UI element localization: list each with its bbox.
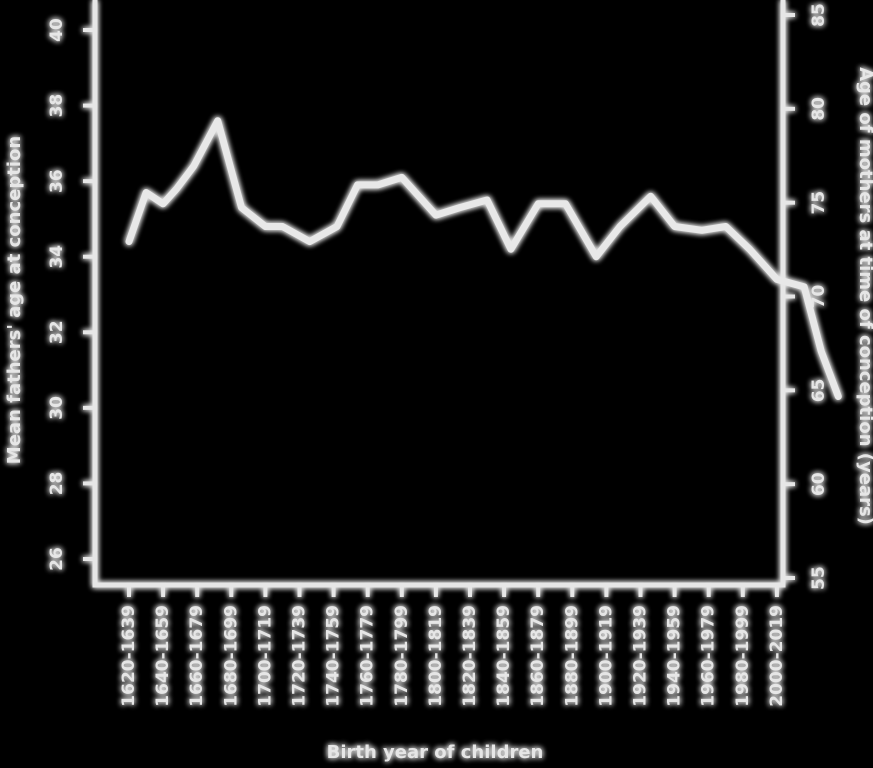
x-tick-label: 1660-1679 [187, 605, 207, 707]
left-axis-title: Mean fathers' age at conception [4, 136, 25, 464]
left-axis-ticks: 40 38 36 34 32 30 28 26 [47, 18, 95, 571]
left-tick-label: 26 [47, 547, 67, 571]
x-tick-label: 1940-1959 [665, 605, 685, 707]
x-tick-label: 1980-1999 [733, 605, 753, 707]
x-axis-title: Birth year of children [327, 742, 544, 763]
right-tick-label: 80 [809, 97, 829, 121]
axis-frame [92, 0, 786, 588]
left-tick-label: 30 [47, 396, 67, 420]
axes [92, 0, 786, 588]
x-tick-label: 1920-1939 [631, 605, 651, 707]
right-axis-title: Age of mothers at time of conception (ye… [855, 67, 873, 525]
left-tick-label: 28 [47, 472, 67, 496]
x-tick-label: 1720-1739 [290, 605, 310, 707]
x-tick-label: 1740-1759 [324, 605, 344, 707]
left-tick-label: 40 [47, 18, 67, 42]
x-tick-label: 1680-1699 [221, 605, 241, 707]
x-axis-ticks: 1620-1639 1640-1659 1660-1679 1680-1699 1700… [119, 585, 787, 707]
left-tick-label: 38 [47, 94, 67, 118]
right-tick-label: 60 [809, 472, 829, 496]
x-tick-label: 1820-1839 [460, 605, 480, 707]
x-tick-label: 1760-1779 [358, 605, 378, 707]
right-tick-label: 75 [809, 191, 829, 215]
right-tick-label: 65 [809, 378, 829, 402]
x-tick-label: 1880-1899 [562, 605, 582, 707]
x-tick-label: 1840-1859 [494, 605, 514, 707]
x-tick-label: 1800-1819 [426, 605, 446, 707]
right-tick-label: 70 [809, 285, 829, 309]
x-tick-label: 1860-1879 [528, 605, 548, 707]
x-tick-label: 1700-1719 [255, 605, 275, 707]
left-tick-label: 36 [47, 169, 67, 193]
left-tick-label: 32 [47, 320, 67, 344]
x-tick-label: 1780-1799 [392, 605, 412, 707]
x-tick-label: 1640-1659 [153, 605, 173, 707]
x-tick-label: 2000-2019 [767, 605, 787, 707]
right-axis-ticks: 85 80 75 70 65 60 55 [783, 3, 829, 590]
x-tick-label: 1960-1979 [699, 605, 719, 707]
left-tick-label: 34 [47, 245, 67, 269]
right-tick-label: 55 [809, 566, 829, 590]
series-group [125, 117, 842, 400]
x-tick-label: 1620-1639 [119, 605, 139, 707]
series-line [125, 117, 842, 400]
x-tick-label: 1900-1919 [596, 605, 616, 707]
right-tick-label: 85 [809, 3, 829, 27]
